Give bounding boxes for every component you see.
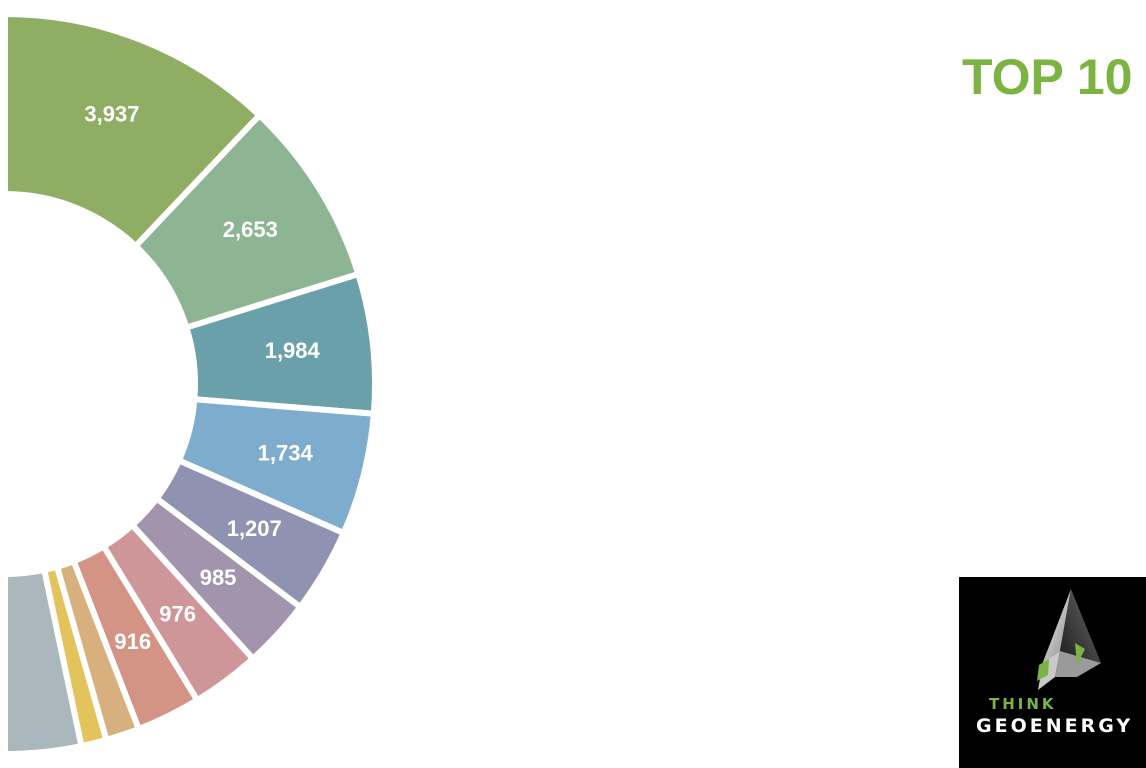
donut-slice bbox=[2, 566, 85, 757]
slice-value-label: 976 bbox=[159, 602, 196, 627]
chart-title: TOP 10 bbox=[962, 49, 1133, 105]
slice-value-label: 916 bbox=[114, 629, 151, 654]
slice-value-label: 1,207 bbox=[227, 516, 282, 541]
logo-geoenergy-text: GEOENERGY bbox=[976, 715, 1134, 737]
slice-value-label: 2,653 bbox=[223, 217, 278, 242]
slice-value-label: 985 bbox=[200, 565, 237, 590]
slice-value-label: 1,734 bbox=[258, 441, 314, 466]
geoenergy-arrow-icon bbox=[1037, 589, 1101, 690]
logo-think-text: THINK bbox=[989, 695, 1057, 713]
donut-slice bbox=[2, 11, 263, 250]
think-geoenergy-logo: THINK GEOENERGY bbox=[959, 577, 1146, 768]
slice-value-label: 1,984 bbox=[265, 338, 321, 363]
slice-value-label: 3,937 bbox=[84, 101, 139, 126]
